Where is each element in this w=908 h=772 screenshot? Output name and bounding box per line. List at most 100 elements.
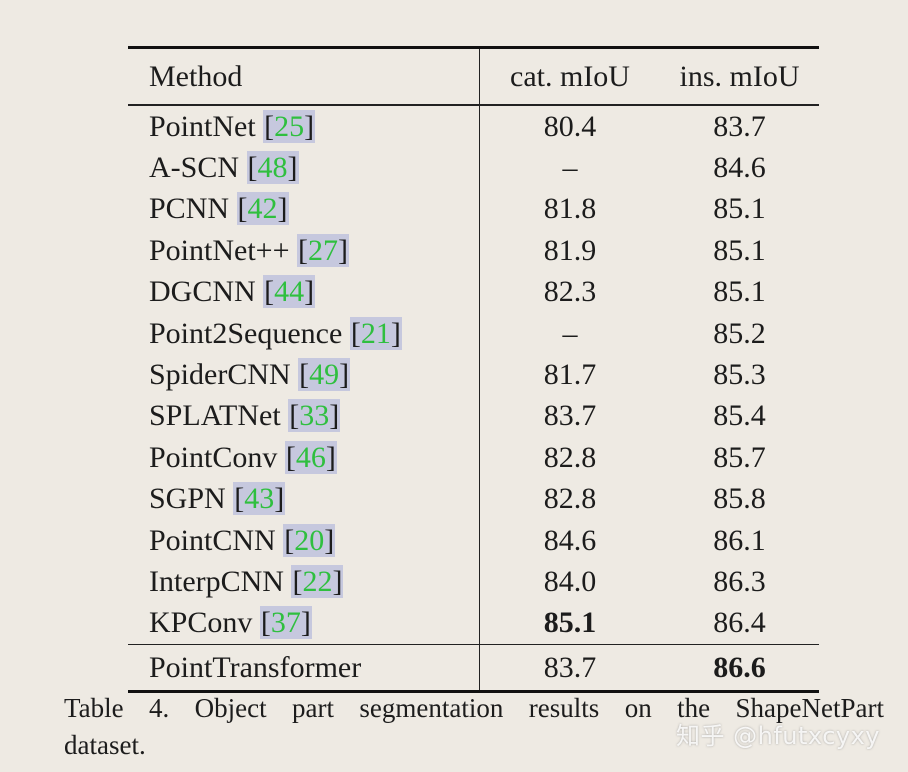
citation-number: 42 (247, 192, 278, 226)
method-name: A-SCN (149, 151, 240, 185)
method-name: PointConv (149, 440, 278, 474)
ins-miou-cell: 85.7 (713, 440, 766, 474)
caption-line-2: dataset. (64, 730, 146, 760)
cat-miou-cell: – (479, 146, 660, 189)
citation-number: 22 (302, 564, 333, 598)
citation-link[interactable]: [48] (246, 151, 299, 185)
table-row: SPLATNet [33] 83.7 85.4 (128, 395, 819, 437)
ins-miou-cell: 86.6 (660, 645, 819, 690)
ins-miou-cell: 86.4 (713, 606, 766, 640)
ins-miou-cell: 85.4 (713, 399, 766, 433)
citation-link[interactable]: [22] (291, 564, 344, 598)
citation-link[interactable]: [43] (233, 482, 286, 516)
table-row: KPConv [37] 85.1 86.4 (128, 602, 819, 644)
method-cell: InterpCNN [22] (128, 561, 480, 602)
table-header-rule (128, 104, 819, 106)
best-value: 86.6 (713, 650, 766, 684)
citation-link[interactable]: [42] (236, 192, 289, 226)
method-cell: PointCNN [20] (128, 519, 480, 560)
results-table-body: PointNet [25] 80.4 83.7 A-SCN [48] –84.6 PCNN… (128, 105, 819, 644)
cat-miou-cell: 81.9 (479, 229, 660, 272)
watermark: 知乎 @hfutxcyxy (676, 722, 880, 750)
cat-miou-cell: 82.3 (479, 271, 660, 313)
citation-link[interactable]: [44] (263, 275, 316, 309)
cat-miou-cell: – (479, 312, 660, 354)
citation-number: 21 (360, 316, 391, 350)
cat-miou-cell: 83.7 (479, 645, 660, 691)
citation-number: 43 (244, 482, 275, 516)
table-row: InterpCNN [22] 84.0 86.3 (128, 560, 819, 603)
table-header-row: Method cat. mIoU ins. mIoU (128, 49, 819, 104)
method-name: SGPN (149, 482, 226, 516)
citation-link[interactable]: [27] (297, 233, 350, 267)
table-row: PointNet [25] 80.4 83.7 (128, 105, 819, 147)
citation-link[interactable]: [49] (298, 358, 351, 392)
cat-miou-cell: 83.7 (479, 395, 660, 437)
citation-number: 44 (274, 275, 305, 309)
ins-miou-cell: 85.1 (713, 192, 766, 226)
table-row: PCNN [42] 81.8 85.1 (128, 188, 819, 230)
method-cell: DGCNN [44] (128, 271, 480, 312)
cat-miou-cell: 81.8 (479, 188, 660, 230)
ins-miou-cell: 85.1 (713, 233, 766, 267)
citation-link[interactable]: [37] (259, 606, 312, 640)
table-row: PointNet++ [27] 81.9 85.1 (128, 229, 819, 272)
citation-number: 27 (308, 233, 339, 267)
table-row: Point2Sequence [21] –85.2 (128, 312, 819, 354)
method-cell: SpiderCNN [49] (128, 354, 480, 395)
ins-miou-cell: 83.7 (713, 109, 766, 143)
cat-miou-cell: 84.0 (479, 560, 660, 603)
ins-miou-cell: 85.3 (713, 358, 766, 392)
method-name: DGCNN (149, 275, 256, 309)
table-bottom-rule (128, 690, 819, 694)
method-cell: PointTransformer (149, 650, 362, 684)
method-cell: KPConv [37] (128, 602, 480, 643)
ins-miou-cell: 85.1 (713, 275, 766, 309)
ins-miou-cell: 85.8 (713, 482, 766, 516)
method-cell: PointNet++ [27] (128, 230, 480, 271)
citation-number: 48 (257, 151, 288, 185)
table-row: DGCNN [44] 82.3 85.1 (128, 271, 819, 313)
caption-line-1: Table 4. Object part segmentation result… (64, 693, 884, 723)
citation-link[interactable]: [46] (284, 440, 337, 474)
table-caption: Table 4. Object part segmentation result… (64, 690, 884, 764)
method-name: SPLATNet (149, 399, 281, 433)
method-cell: PointNet [25] (128, 106, 480, 147)
method-cell: SPLATNet [33] (128, 395, 480, 436)
table-row: SGPN [43] 82.8 85.8 (128, 478, 819, 520)
ins-miou-cell: 86.3 (713, 564, 766, 598)
citation-link[interactable]: [25] (263, 109, 316, 143)
method-name: Point2Sequence (149, 316, 343, 350)
citation-number: 46 (295, 440, 326, 474)
results-table-container: Method cat. mIoU ins. mIoU PointNet [25]… (128, 46, 819, 694)
citation-number: 33 (299, 399, 330, 433)
table-row: SpiderCNN [49] 81.7 85.3 (128, 353, 819, 396)
method-name: PCNN (149, 192, 230, 226)
citation-number: 37 (270, 606, 301, 640)
method-cell: SGPN [43] (128, 478, 480, 519)
citation-number: 25 (274, 109, 305, 143)
citation-link[interactable]: [33] (288, 399, 341, 433)
table-row: PointCNN [20] 84.6 86.1 (128, 519, 819, 561)
ins-miou-cell: 85.2 (713, 316, 766, 350)
table-row-final: PointTransformer 83.7 86.6 (128, 645, 819, 691)
citation-number: 49 (309, 358, 340, 392)
header-method: Method (149, 59, 243, 93)
best-value: 85.1 (543, 606, 597, 640)
cat-miou-cell: 82.8 (479, 436, 660, 479)
citation-link[interactable]: [21] (349, 316, 402, 350)
ins-miou-cell: 84.6 (713, 151, 766, 185)
method-cell: PointConv [46] (128, 437, 480, 478)
table-row: PointConv [46] 82.8 85.7 (128, 436, 819, 479)
citation-link[interactable]: [20] (283, 523, 336, 557)
method-cell: PCNN [42] (128, 188, 480, 229)
cat-miou-cell: 82.8 (479, 478, 660, 520)
cat-miou-cell: 81.7 (479, 353, 660, 396)
table-top-rule (128, 46, 819, 49)
method-cell: A-SCN [48] (128, 147, 480, 188)
table-row: A-SCN [48] –84.6 (128, 146, 819, 189)
method-cell: Point2Sequence [21] (128, 312, 480, 353)
cat-miou-cell: 80.4 (479, 105, 660, 147)
citation-number: 20 (294, 523, 325, 557)
results-table-final: PointTransformer 83.7 86.6 (128, 645, 819, 691)
